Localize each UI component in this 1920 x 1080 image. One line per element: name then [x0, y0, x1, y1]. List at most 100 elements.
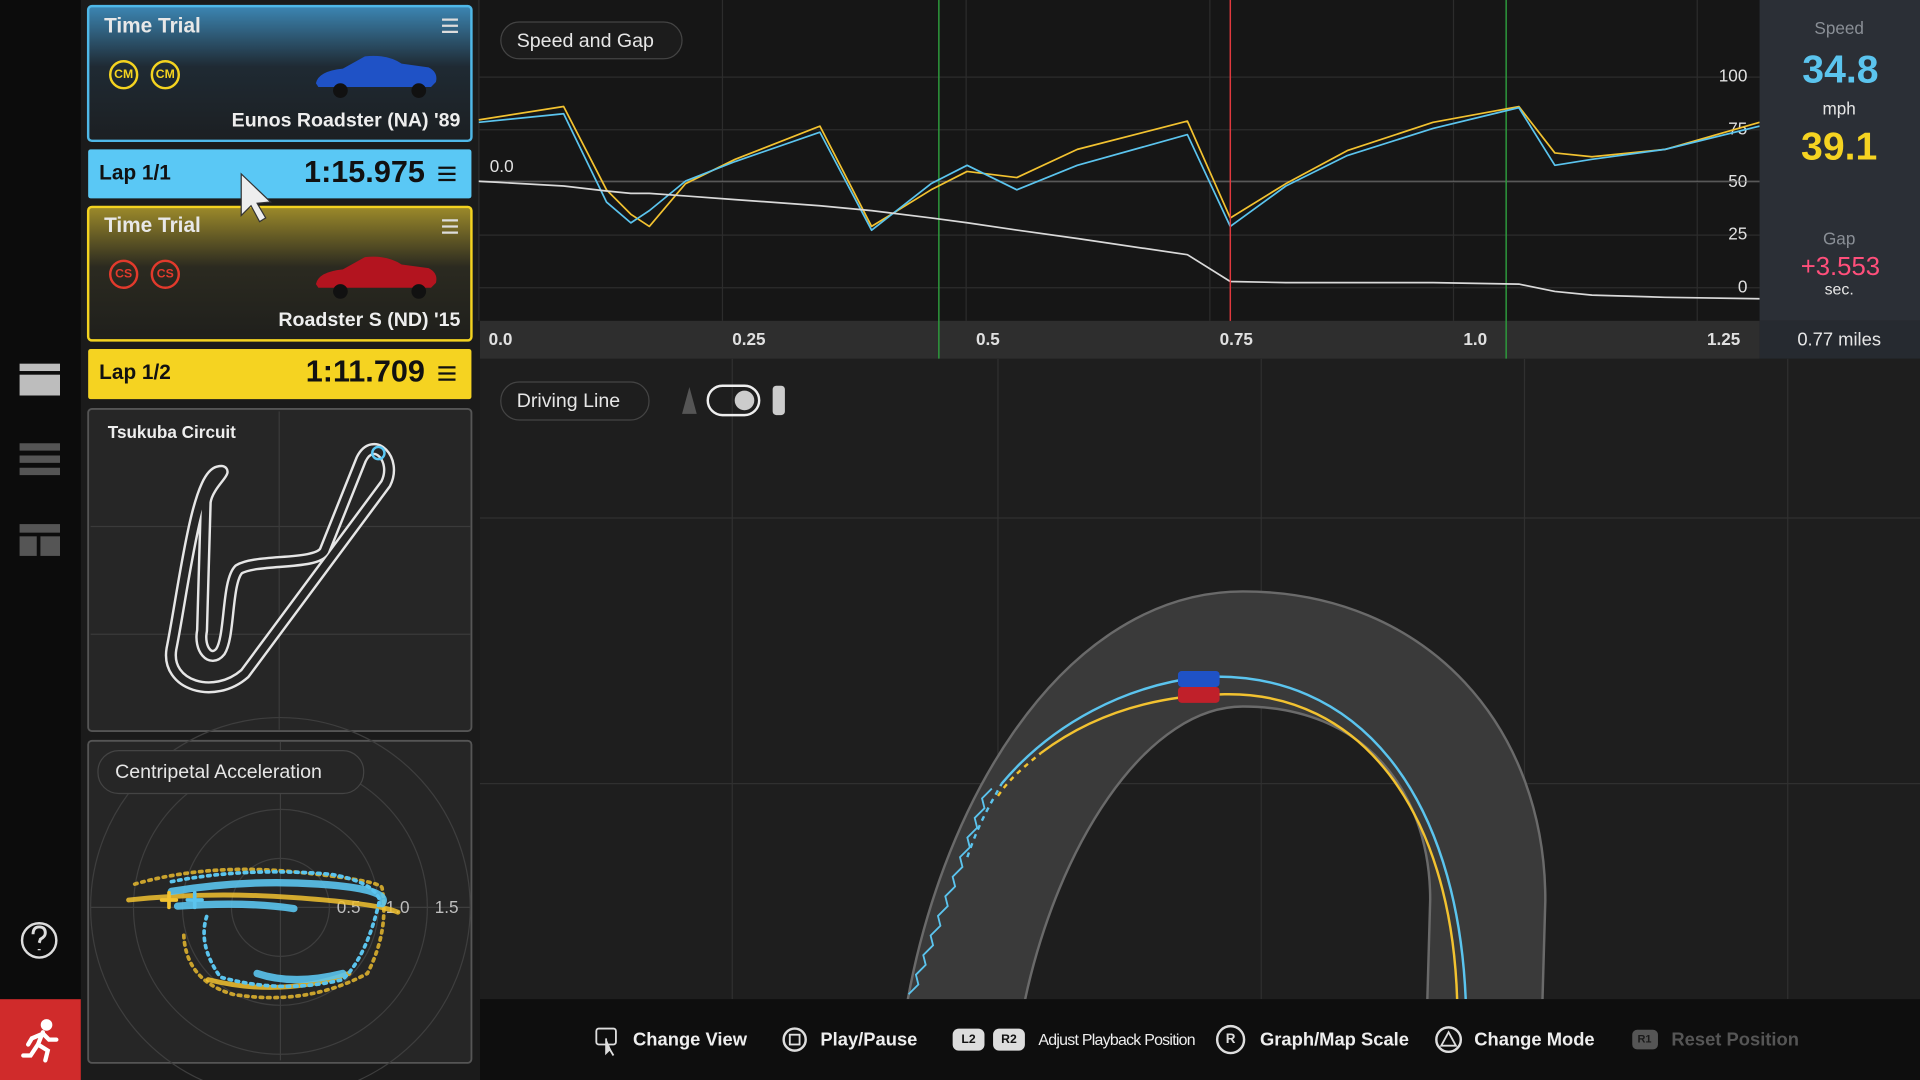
badge-label: CM — [156, 67, 175, 81]
view-icon[interactable] — [19, 363, 61, 396]
title-pill — [500, 21, 683, 60]
icon-part — [19, 443, 61, 451]
control[interactable]: Play/Pause — [782, 1027, 918, 1052]
line-mode-icon[interactable] — [682, 386, 697, 414]
gap-label: Gap — [1823, 229, 1855, 249]
title-pill — [500, 381, 650, 421]
lap-bar[interactable] — [88, 149, 472, 199]
badge-label: CS — [157, 267, 174, 281]
control-label: Play/Pause — [820, 1029, 917, 1050]
title-pill — [97, 750, 365, 795]
car-wheel — [333, 83, 348, 98]
car-red — [1177, 686, 1220, 703]
touchpad-icon — [605, 1038, 615, 1056]
trace-blue — [169, 870, 382, 989]
distance: 0.77 miles — [1797, 328, 1881, 349]
lap-label: Lap 1/2 — [99, 361, 171, 384]
trace-yellow — [132, 867, 386, 1000]
car-wheel — [411, 83, 427, 98]
y-tick-label: 100 — [1719, 66, 1748, 86]
entry-mode: Time Trial — [104, 214, 201, 237]
series-line — [478, 180, 1760, 300]
g-title: Centripetal Acceleration — [115, 761, 322, 783]
lap-time: 1:11.709 — [306, 355, 425, 389]
car-mode-icon[interactable] — [772, 385, 785, 416]
button-label: R2 — [1001, 1032, 1017, 1046]
g-trace — [126, 867, 401, 1000]
button-icon — [782, 1027, 807, 1052]
help-ring — [20, 922, 58, 959]
badge — [108, 259, 139, 289]
entry-card[interactable] — [86, 205, 473, 342]
control[interactable]: Change View — [595, 1027, 748, 1056]
control-label: Change View — [633, 1029, 748, 1050]
exit-icon — [21, 1019, 59, 1063]
car-image — [315, 256, 437, 299]
x-tick-label: 0.25 — [732, 329, 766, 349]
distance-band — [1759, 320, 1920, 359]
chart-title: Speed and Gap — [517, 30, 654, 52]
button-icon — [788, 1033, 801, 1046]
map-title: Driving Line — [517, 390, 620, 412]
line-yellow — [1040, 693, 1459, 1000]
control-label: Adjust Playback Position — [1038, 1032, 1195, 1049]
entry-card[interactable] — [86, 4, 473, 143]
position-marker — [371, 445, 386, 461]
menu-icon[interactable] — [442, 219, 458, 234]
button-icon — [1215, 1024, 1246, 1055]
icon-part — [19, 467, 61, 476]
badge — [150, 259, 181, 289]
toggle[interactable] — [706, 384, 761, 417]
lap-label: Lap 1/1 — [99, 161, 171, 184]
badge-label: CS — [115, 267, 132, 281]
gap-value: +3.553 — [1801, 253, 1880, 281]
x-tick-label: 1.0 — [1463, 329, 1487, 349]
menu-icon[interactable] — [438, 166, 456, 182]
help-glyph — [31, 925, 47, 951]
car-body — [315, 256, 437, 288]
control: R1 Reset Position — [1632, 1029, 1799, 1050]
control[interactable]: L2 R2 Adjust Playback Position — [952, 1028, 1196, 1051]
control[interactable]: Change Mode — [1435, 1026, 1595, 1054]
speed-label: Speed — [1814, 18, 1864, 38]
x-axis-band — [480, 320, 1760, 359]
line-blue-dashed — [966, 783, 1003, 858]
button-label: R — [1226, 1031, 1236, 1046]
y-tick-label: 25 — [1728, 224, 1747, 244]
list-icon[interactable] — [19, 443, 61, 476]
speed-a: 34.8 — [1802, 49, 1878, 92]
x-tick-label: 0.75 — [1220, 329, 1254, 349]
mouse-pointer — [240, 172, 273, 223]
button-label: L2 — [961, 1032, 975, 1046]
layout-icon[interactable] — [19, 524, 61, 556]
icon-part — [19, 363, 61, 372]
readout-panel — [1759, 0, 1920, 321]
icon-part — [19, 524, 61, 533]
button-icon — [1632, 1029, 1658, 1050]
gap-unit: sec. — [1825, 281, 1854, 298]
icon-part — [21, 1030, 59, 1063]
y2-tick-label: 0.0 — [490, 156, 514, 176]
car-name: Eunos Roadster (NA) '89 — [232, 109, 461, 131]
current-point — [159, 890, 179, 910]
help-button[interactable] — [20, 922, 58, 959]
car-blue — [1177, 671, 1220, 687]
menu-icon[interactable] — [442, 18, 458, 33]
car-wheel — [333, 284, 348, 299]
menu-icon[interactable] — [438, 366, 456, 381]
button-icon — [952, 1028, 985, 1051]
g-ring-label: 1.5 — [435, 897, 459, 917]
button-icon — [1435, 1026, 1463, 1054]
x-tick-label: 0.0 — [489, 329, 513, 349]
icon-part — [19, 536, 37, 556]
control[interactable]: R Graph/Map Scale — [1215, 1024, 1409, 1055]
current-point — [185, 890, 204, 910]
car-image — [315, 55, 437, 98]
x-tick-label: 1.25 — [1707, 329, 1741, 349]
badge — [150, 60, 181, 90]
lap-bar[interactable] — [88, 348, 472, 400]
car-name: Roadster S (ND) '15 — [278, 309, 460, 331]
